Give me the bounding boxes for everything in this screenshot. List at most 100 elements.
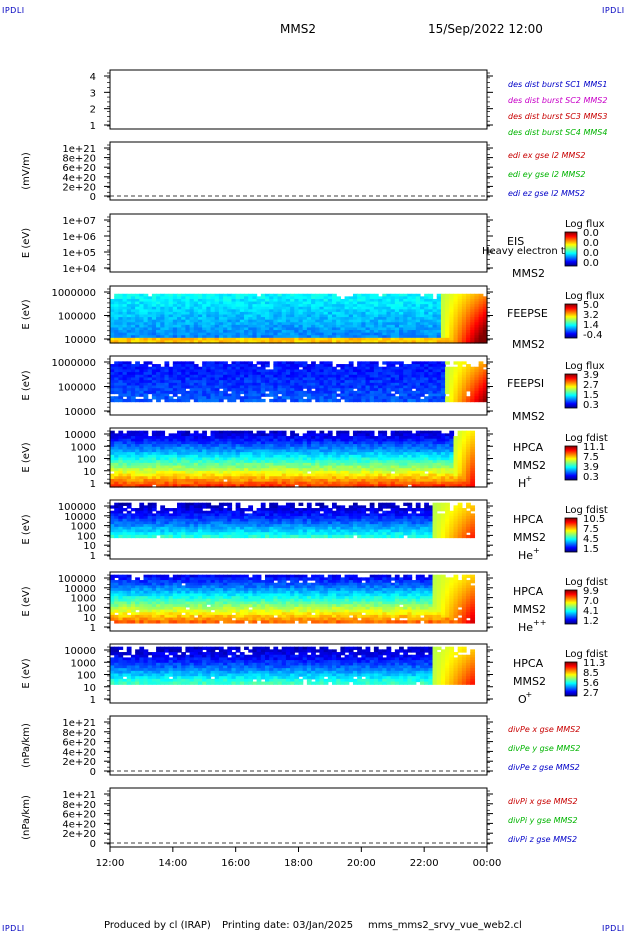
spectrogram-cell bbox=[193, 446, 199, 451]
spectrogram-cell bbox=[269, 449, 274, 453]
spectrogram-cell bbox=[344, 462, 350, 467]
spectrogram-cell bbox=[285, 293, 291, 297]
spectrogram-cell bbox=[277, 364, 283, 368]
spectrogram-cell bbox=[403, 449, 409, 453]
spectrogram-cell bbox=[302, 385, 308, 389]
spectrogram-cell bbox=[151, 330, 157, 334]
spectrogram-cell bbox=[394, 441, 400, 445]
spectrogram-cell bbox=[445, 293, 450, 297]
spectrogram-cell bbox=[340, 340, 346, 344]
spectrogram-cell bbox=[264, 330, 270, 334]
spectrogram-cell bbox=[449, 306, 455, 310]
spectrogram-cell bbox=[428, 470, 434, 475]
spectrogram-cell bbox=[193, 372, 199, 376]
spectrogram-cell bbox=[151, 322, 157, 326]
spectrogram-cell bbox=[197, 311, 203, 316]
spectrogram-cell bbox=[327, 314, 333, 318]
spectrogram-cell bbox=[449, 462, 455, 467]
spectrogram-cell bbox=[252, 317, 258, 321]
spectrogram-cell bbox=[440, 337, 446, 342]
spectrogram-cell bbox=[122, 446, 128, 451]
spectrogram-cell bbox=[177, 361, 182, 365]
spectrogram-cell bbox=[260, 340, 266, 344]
spectrogram-cell bbox=[298, 441, 304, 445]
spectrogram-cell bbox=[424, 473, 429, 477]
spectrogram-cell bbox=[440, 433, 446, 437]
spectrogram-cell bbox=[193, 430, 199, 434]
spectrogram-cell bbox=[411, 309, 417, 313]
spectrogram-cell bbox=[306, 317, 312, 321]
spectrogram-cell bbox=[390, 309, 396, 313]
spectrogram-cell bbox=[445, 296, 450, 300]
spectrogram-cell bbox=[135, 374, 140, 379]
spectrogram-cell bbox=[206, 436, 212, 440]
spectrogram-cell bbox=[369, 311, 375, 316]
spectrogram-cell bbox=[151, 470, 157, 475]
spectrogram-cell bbox=[244, 322, 249, 326]
spectrogram-cell bbox=[432, 335, 438, 339]
spectrogram-cell bbox=[348, 374, 354, 379]
spectrogram-cell bbox=[239, 301, 245, 305]
spectrogram-cell bbox=[156, 398, 161, 403]
spectrogram-cell bbox=[386, 452, 392, 456]
spectrogram-cell bbox=[369, 478, 375, 483]
spectrogram-cell bbox=[256, 369, 262, 373]
spectrogram-cell bbox=[470, 374, 476, 379]
spectrogram-cell bbox=[126, 330, 132, 334]
spectrogram-cell bbox=[290, 380, 295, 384]
spectrogram-cell bbox=[185, 361, 191, 365]
spectrogram-cell bbox=[386, 484, 392, 488]
spectrogram-cell bbox=[281, 301, 287, 305]
spectrogram-cell bbox=[252, 322, 258, 326]
spectrogram-cell bbox=[177, 293, 182, 297]
spectrogram-cell bbox=[394, 476, 400, 480]
spectrogram-cell bbox=[285, 330, 291, 334]
spectrogram-cell bbox=[470, 436, 476, 440]
spectrogram-cell bbox=[461, 396, 467, 400]
spectrogram-cell bbox=[424, 476, 429, 480]
spectrogram-cell bbox=[440, 398, 446, 403]
spectrogram-cell bbox=[139, 380, 145, 384]
spectrogram-cell bbox=[118, 481, 124, 485]
spectrogram-cell bbox=[244, 377, 249, 381]
spectrogram-cell bbox=[264, 473, 270, 477]
spectrogram-cell bbox=[440, 470, 446, 475]
spectrogram-cell bbox=[361, 382, 367, 387]
spectrogram-cell bbox=[478, 398, 484, 403]
spectrogram-cell bbox=[285, 304, 291, 308]
spectrogram-cell bbox=[369, 393, 375, 397]
spectrogram-cell bbox=[114, 438, 119, 443]
y-tick-label: 100 bbox=[77, 455, 96, 466]
spectrogram-cell bbox=[252, 436, 258, 440]
spectrogram-cell bbox=[449, 454, 455, 459]
spectrogram-cell bbox=[407, 433, 413, 437]
spectrogram-cell bbox=[361, 306, 367, 310]
spectrogram-cell bbox=[185, 332, 191, 336]
spectrogram-cell bbox=[118, 390, 124, 395]
spectrogram-cell bbox=[306, 364, 312, 368]
spectrogram-cell bbox=[235, 298, 241, 303]
spectrogram-cell bbox=[319, 470, 325, 475]
spectrogram-cell bbox=[323, 306, 329, 310]
spectrogram-cell bbox=[319, 393, 325, 397]
spectrogram-cell bbox=[218, 398, 224, 403]
spectrogram-cell bbox=[436, 460, 442, 464]
spectrogram-cell bbox=[436, 317, 442, 321]
spectrogram-cell bbox=[461, 457, 467, 461]
spectrogram-cell bbox=[306, 293, 312, 297]
spectrogram-cell bbox=[214, 324, 220, 329]
spectrogram-cell bbox=[210, 396, 216, 400]
spectrogram-cell bbox=[181, 324, 186, 329]
spectrogram-cell bbox=[440, 296, 446, 300]
spectrogram-cell bbox=[474, 304, 480, 308]
spectrogram-cell bbox=[445, 390, 450, 395]
spectrogram-cell bbox=[164, 457, 170, 461]
spectrogram-cell bbox=[185, 484, 191, 488]
spectrogram-cell bbox=[189, 454, 195, 459]
spectrogram-cell bbox=[382, 452, 388, 456]
spectrogram-cell bbox=[197, 319, 203, 323]
spectrogram-cell bbox=[315, 298, 321, 303]
spectrogram-cell bbox=[260, 311, 266, 316]
spectrogram-cell bbox=[399, 430, 404, 434]
spectrogram-cell bbox=[352, 298, 358, 303]
